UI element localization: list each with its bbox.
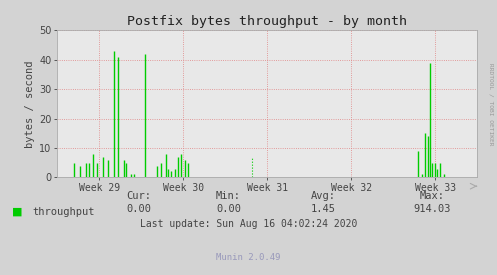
Text: Last update: Sun Aug 16 04:02:24 2020: Last update: Sun Aug 16 04:02:24 2020 (140, 219, 357, 229)
Text: throughput: throughput (32, 207, 95, 217)
Text: 0.00: 0.00 (127, 204, 152, 214)
Text: ■: ■ (12, 207, 23, 217)
Text: 1.45: 1.45 (311, 204, 335, 214)
Text: 914.03: 914.03 (414, 204, 451, 214)
Text: Min:: Min: (216, 191, 241, 201)
Text: Cur:: Cur: (127, 191, 152, 201)
Text: Max:: Max: (420, 191, 445, 201)
Y-axis label: bytes / second: bytes / second (25, 60, 35, 148)
Title: Postfix bytes throughput - by month: Postfix bytes throughput - by month (127, 15, 407, 28)
Text: RRDTOOL / TOBI OETIKER: RRDTOOL / TOBI OETIKER (489, 63, 494, 146)
Text: Avg:: Avg: (311, 191, 335, 201)
Text: Munin 2.0.49: Munin 2.0.49 (216, 253, 281, 262)
Text: 0.00: 0.00 (216, 204, 241, 214)
